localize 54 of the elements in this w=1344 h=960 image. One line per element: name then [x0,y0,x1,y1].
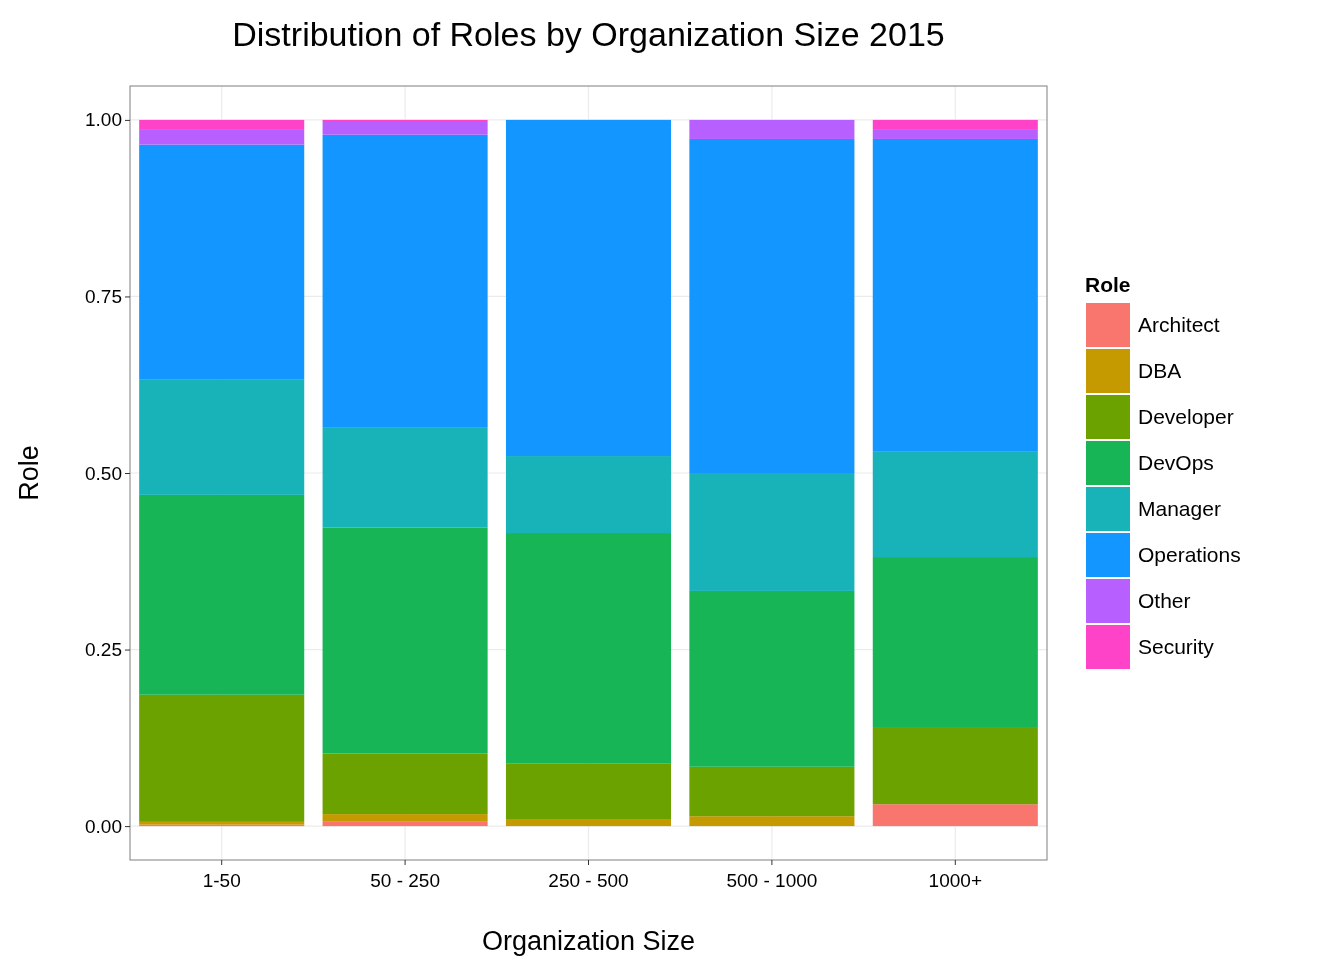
legend-label: Other [1138,589,1191,612]
x-tick-label: 1000+ [928,870,982,891]
bar [322,753,488,815]
bar [689,590,855,767]
bar [139,129,305,145]
bar [689,473,855,591]
bar [139,694,305,822]
bar [139,119,305,130]
legend-label: Developer [1138,405,1234,428]
bar [322,427,488,528]
legend-label: DBA [1138,359,1182,382]
bar [689,119,855,139]
x-tick-label: 50 - 250 [370,870,440,891]
bar [322,527,488,754]
bar [872,727,1038,805]
bar [505,819,672,827]
y-tick-label: 0.75 [85,286,122,308]
bar [872,557,1038,728]
x-axis-title: Organization Size [481,926,696,956]
legend-label: Operations [1138,543,1241,566]
x-tick-label: 1-50 [202,870,241,891]
bar [322,122,488,135]
bar [322,814,488,822]
y-tick-label: 0.00 [85,815,122,837]
bar [872,129,1038,139]
bar [322,821,488,827]
bar [505,533,672,764]
bar [689,138,855,473]
bar [139,144,305,380]
legend-title: Role [1085,273,1131,296]
bar [322,119,488,123]
x-tick-label: 250 - 500 [548,870,629,891]
bar [139,494,305,695]
bar [872,119,1038,130]
y-tick-label: 0.25 [85,639,122,661]
x-tick-label: 500 - 1000 [726,870,818,891]
bar [872,138,1038,452]
legend-label: Manager [1138,497,1221,520]
bar [872,451,1038,558]
bar [505,763,672,820]
y-axis-title: Role [14,445,44,501]
legend-label: Security [1138,635,1215,658]
bar [689,766,855,817]
y-tick-label: 1.00 [85,109,122,131]
y-tick-label: 0.50 [85,462,122,484]
bar [689,816,855,827]
bar [322,134,488,428]
legend-label: Architect [1138,313,1220,336]
bar [505,456,672,534]
chart-title: Distribution of Roles by Organization Size 2015 [232,15,945,53]
bar [139,379,305,495]
bar [505,119,672,457]
bar [872,804,1038,827]
legend-label: DevOps [1138,451,1214,474]
